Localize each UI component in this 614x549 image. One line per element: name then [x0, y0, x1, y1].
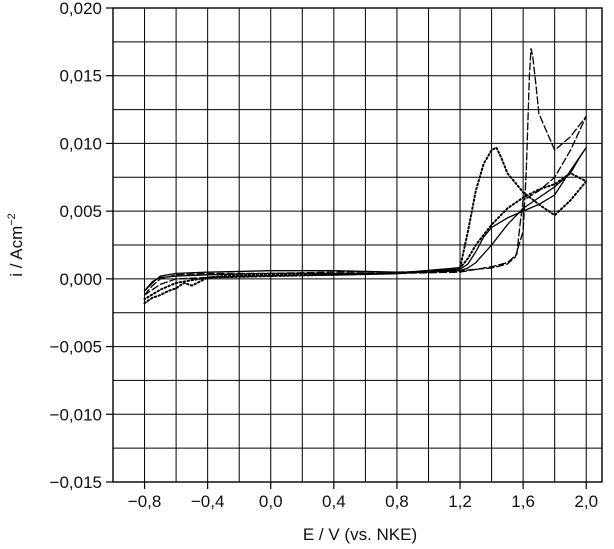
y-axis-label: i / Acm−2: [6, 213, 26, 277]
y-tick-label: 0,015: [59, 67, 102, 86]
x-tick-label: 1,2: [448, 492, 472, 511]
y-tick-label: 0,005: [59, 202, 102, 221]
x-tick-label: 2,0: [574, 492, 598, 511]
x-tick-label: 1,6: [511, 492, 535, 511]
y-tick-label: 0,020: [59, 0, 102, 18]
plot-frame: [112, 7, 603, 483]
x-tick-label: 0,4: [322, 492, 346, 511]
y-tick-label: 0,010: [59, 134, 102, 153]
y-axis-label-superscript: −2: [6, 213, 18, 226]
series-line-dotted: [143, 146, 588, 305]
x-tick-label: 0,0: [259, 492, 283, 511]
y-axis-label-main: i / Acm: [7, 226, 26, 277]
y-tick-label: −0,015: [50, 473, 102, 492]
x-axis-label: E / V (vs. NKE): [303, 525, 417, 544]
series-layer: [143, 47, 588, 305]
y-tick-label: 0,000: [59, 270, 102, 289]
series-line-dashed: [143, 47, 587, 296]
y-tick-label: −0,010: [50, 405, 102, 424]
x-tick-label: −0,4: [191, 492, 225, 511]
ticks: −0,8 −0,4 0,0 0,4 0,8 1,2 1,6 2,0 −0,015 −0,010 −0…: [50, 0, 599, 511]
series-line-solid: [143, 146, 587, 292]
x-tick-label: 0,8: [385, 492, 409, 511]
x-tick-label: −0,8: [128, 492, 162, 511]
y-tick-label: −0,005: [50, 338, 102, 357]
